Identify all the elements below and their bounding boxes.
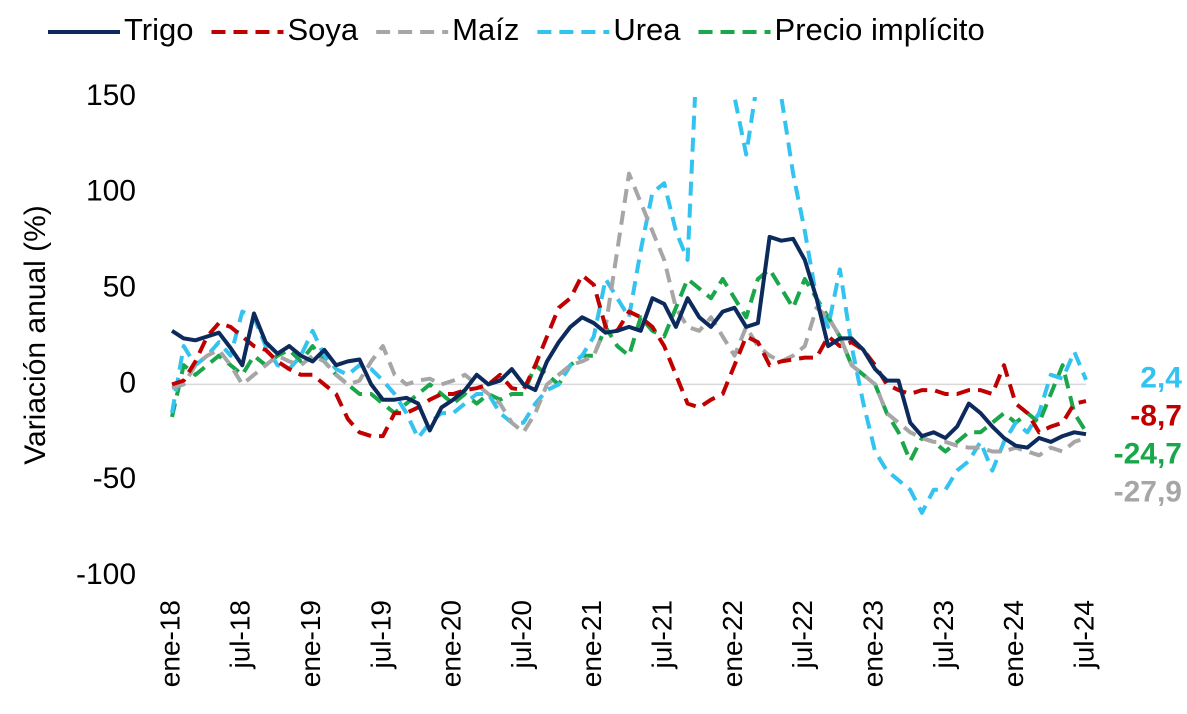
legend-label: Precio implícito [775, 12, 985, 47]
series-line [171, 171, 1087, 458]
x-tick-label: jul-24 [1068, 600, 1099, 669]
end-label: -27,9 [1114, 476, 1182, 509]
series-line [170, 234, 1087, 450]
legend-label: Maíz [452, 12, 519, 47]
end-label: 2,4 [1140, 362, 1182, 395]
x-tick-label: jul-18 [225, 600, 256, 669]
y-tick-label: -50 [93, 462, 136, 495]
series-line [170, 97, 1088, 515]
legend-label: Urea [613, 12, 681, 47]
x-tick-label: ene-18 [154, 600, 185, 687]
x-tick-label: ene-23 [857, 600, 888, 687]
x-tick-label: ene-20 [436, 600, 467, 687]
x-tick-label: jul-21 [647, 600, 678, 669]
legend-label: Trigo [124, 12, 193, 47]
x-tick-label: jul-23 [928, 600, 959, 669]
x-tick-label: ene-24 [998, 600, 1029, 687]
x-tick-label: ene-19 [295, 600, 326, 687]
end-label: -8,7 [1130, 400, 1182, 433]
series-line [171, 273, 1087, 439]
legend-label: Soya [287, 12, 358, 47]
x-tick-label: jul-22 [787, 600, 818, 669]
y-tick-label: -100 [76, 558, 136, 591]
x-tick-label: jul-20 [506, 600, 537, 669]
x-tick-label: ene-22 [717, 600, 748, 687]
x-tick-label: jul-19 [365, 600, 396, 669]
x-tick-label: ene-21 [576, 600, 607, 687]
y-tick-label: 150 [86, 79, 136, 112]
y-axis-title: Variación anual (%) [19, 205, 52, 465]
y-tick-label: 0 [119, 366, 136, 399]
end-label: -24,7 [1114, 438, 1182, 471]
y-tick-label: 50 [103, 271, 136, 304]
y-tick-label: 100 [86, 175, 136, 208]
